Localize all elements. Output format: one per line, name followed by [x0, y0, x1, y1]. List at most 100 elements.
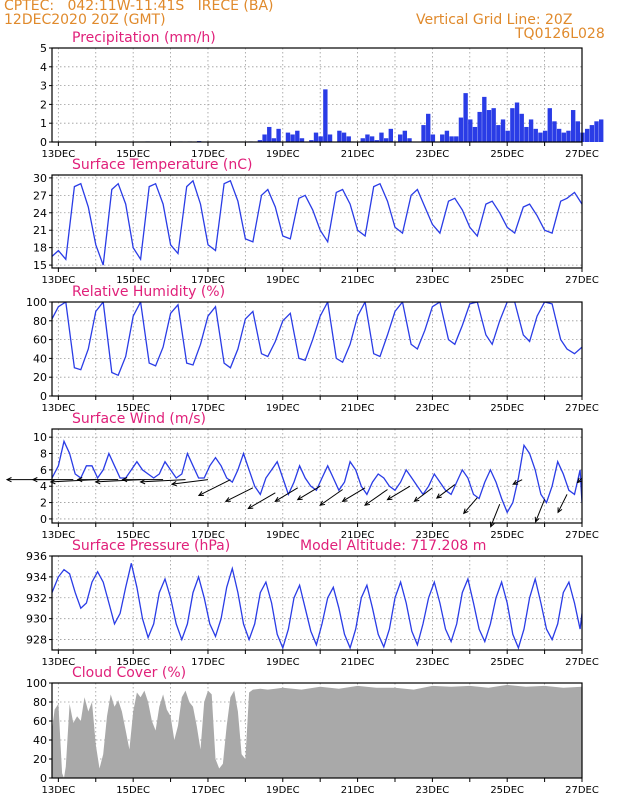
precip-bar [327, 134, 333, 142]
wind-vector-head [247, 504, 254, 510]
x-tick-label: 19DEC [266, 785, 300, 796]
precip-bar [397, 134, 403, 142]
precip-bar [519, 113, 524, 142]
y-tick-label: 21 [33, 224, 47, 237]
y-tick-label: 928 [26, 634, 47, 647]
precip-bar [267, 126, 272, 142]
precip-bar [271, 138, 277, 142]
wind-vector [512, 479, 523, 485]
wind-vector-head [296, 495, 303, 501]
x-tick-label: 21DEC [341, 403, 375, 414]
y-tick-label: 2 [40, 497, 47, 510]
x-tick-label: 25DEC [490, 530, 524, 541]
x-tick-label: 27DEC [565, 657, 599, 668]
y-tick-label: 0 [40, 513, 47, 526]
x-tick-label: 13DEC [41, 403, 75, 414]
x-tick-label: 19DEC [266, 403, 300, 414]
precip-bar [463, 93, 468, 142]
y-tick-label: 40 [33, 734, 47, 747]
y-tick-label: 0 [40, 772, 47, 785]
precip-bar [285, 132, 291, 142]
x-tick-label: 17DEC [191, 530, 225, 541]
x-tick-label: 21DEC [341, 785, 375, 796]
temp-series-line [52, 179, 582, 266]
wind-vector [248, 492, 276, 509]
x-tick-label: 25DEC [490, 785, 524, 796]
precip-bar [599, 119, 604, 142]
x-tick-label: 15DEC [116, 149, 150, 160]
x-tick-label: 23DEC [416, 149, 450, 160]
pressure-title: Surface Pressure (hPa) [72, 538, 230, 554]
y-tick-label: 10 [33, 431, 47, 444]
wind-vector-head [197, 491, 204, 496]
precip-bar [514, 102, 520, 142]
precip-bar [528, 119, 534, 142]
x-tick-label: 27DEC [565, 275, 599, 286]
x-tick-label: 21DEC [341, 657, 375, 668]
plot-border [51, 682, 583, 779]
y-tick-label: 936 [26, 550, 47, 563]
precip-bar [491, 108, 496, 142]
plot-border [51, 47, 583, 143]
precip-bar [374, 140, 379, 142]
wind-vector-head [364, 500, 371, 506]
precip-bar [440, 134, 445, 142]
wind-vector-head [139, 479, 146, 485]
y-tick-label: 18 [33, 242, 47, 255]
x-tick-label: 19DEC [266, 530, 300, 541]
wind-vector-head [94, 479, 101, 485]
wind-vector-head [170, 481, 177, 487]
x-tick-label: 27DEC [565, 530, 599, 541]
x-tick-label: 21DEC [341, 149, 375, 160]
precip-bar [407, 138, 412, 142]
x-tick-label: 13DEC [41, 275, 75, 286]
y-tick-label: 5 [40, 42, 47, 55]
precip-bar [510, 108, 515, 142]
wind-vector-head [435, 493, 442, 499]
x-tick-label: 27DEC [565, 785, 599, 796]
precip-bar [290, 134, 295, 142]
precip-bar [383, 138, 389, 142]
y-tick-label: 60 [33, 334, 47, 347]
plot-border [51, 555, 583, 651]
header-station: CPTEC: 042:11W-11:41S IRECE (BA) [4, 0, 274, 14]
wind-vector [490, 504, 501, 527]
x-tick-label: 17DEC [191, 657, 225, 668]
temp-panel: 15 18 21 24 27 30 13DEC 15DEC 17DEC 19DEC 21DEC 23D… [33, 157, 599, 286]
wind-vector-head [224, 497, 231, 502]
y-tick-label: 930 [26, 613, 47, 626]
precip-bar [313, 132, 319, 142]
precip-bar [472, 126, 478, 142]
x-tick-label: 17DEC [191, 149, 225, 160]
wind-vector [557, 494, 568, 513]
x-tick-label: 25DEC [490, 149, 524, 160]
wind-vector-head [49, 479, 56, 485]
precip-bar [505, 130, 510, 142]
y-tick-label: 0 [40, 390, 47, 403]
precip-title: Precipitation (mm/h) [72, 30, 216, 46]
x-tick-label: 25DEC [490, 403, 524, 414]
plot-border [51, 301, 583, 397]
precip-bar [430, 134, 436, 142]
precip-bar [542, 130, 548, 142]
wind-vector [387, 485, 411, 501]
precip-bar [337, 130, 342, 142]
precip-bar [318, 136, 323, 142]
wind-vector-head [489, 521, 495, 528]
precip-bar [379, 132, 384, 142]
y-tick-label: 30 [33, 172, 47, 185]
precip-bar [449, 136, 454, 142]
wind-vector [274, 487, 298, 502]
y-tick-label: 4 [40, 61, 47, 74]
wind-vector [140, 479, 186, 483]
cloud-title: Cloud Cover (%) [72, 665, 186, 681]
x-tick-label: 21DEC [341, 275, 375, 286]
wind-vector [463, 497, 478, 514]
pressure-series-line [52, 563, 582, 650]
y-tick-label: 932 [26, 592, 47, 605]
y-tick-label: 15 [33, 259, 47, 272]
y-tick-label: 60 [33, 715, 47, 728]
y-tick-label: 20 [33, 753, 47, 766]
x-tick-label: 17DEC [191, 403, 225, 414]
